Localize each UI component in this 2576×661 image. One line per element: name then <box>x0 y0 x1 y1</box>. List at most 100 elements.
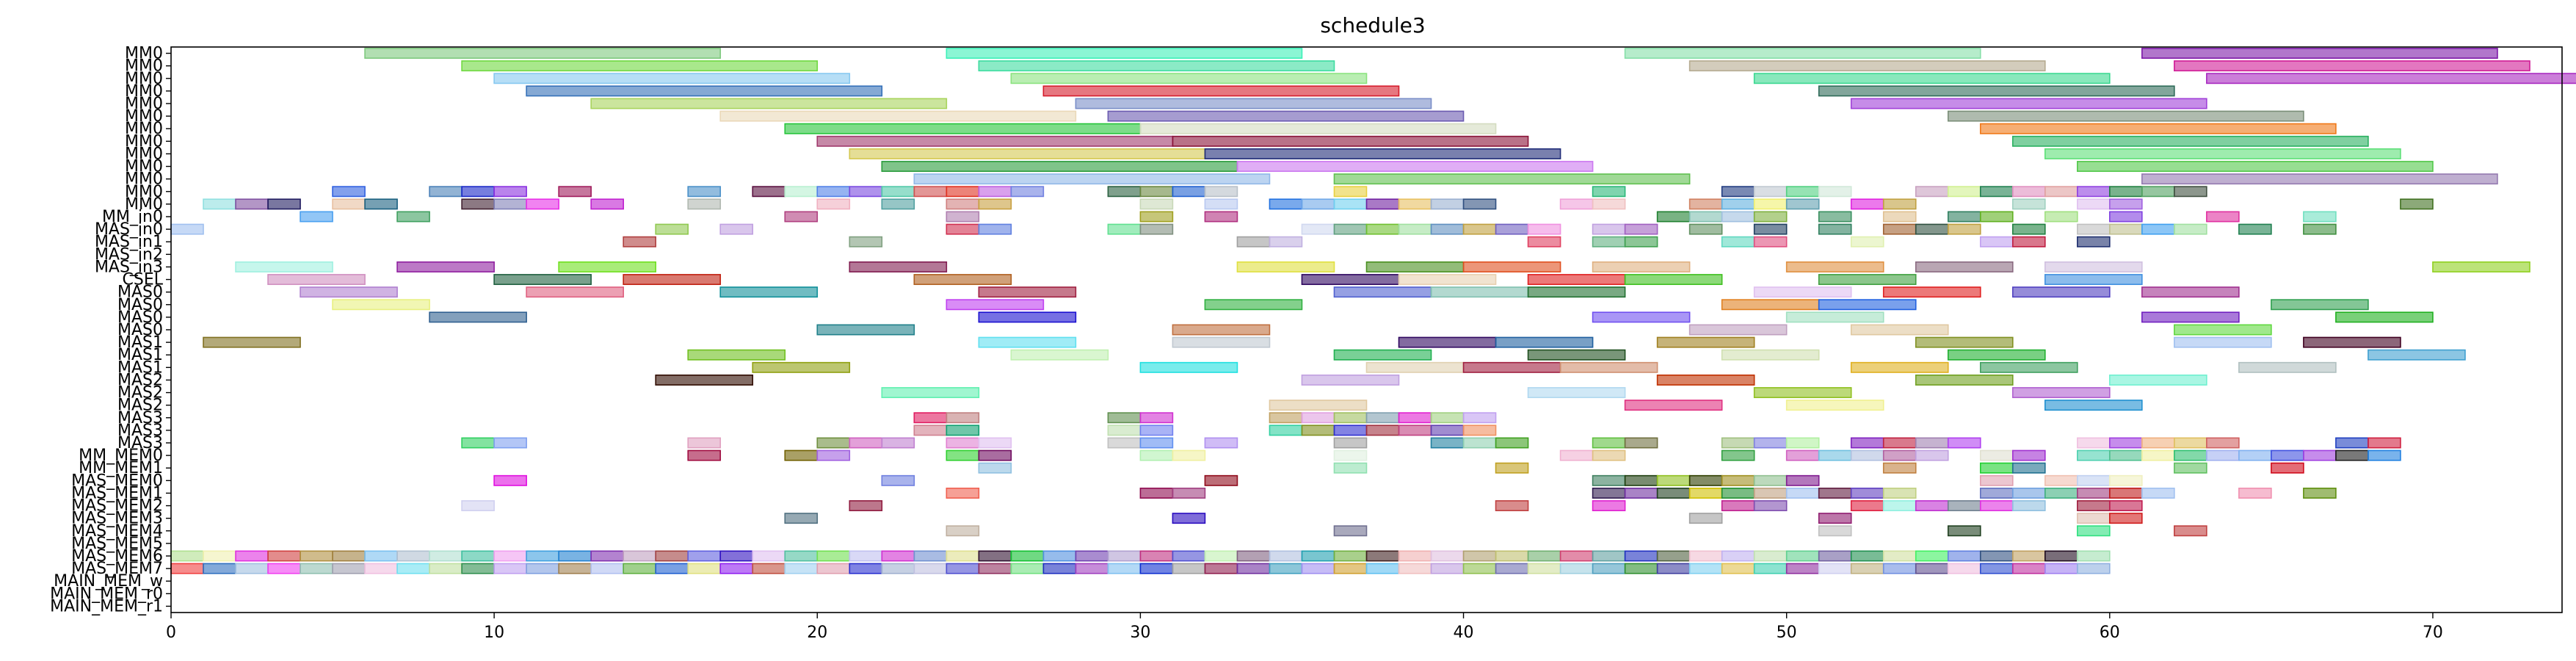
task-bar <box>687 186 722 198</box>
task-bar <box>1721 186 1755 198</box>
task-bar <box>267 198 301 210</box>
task-bar <box>1850 487 1884 499</box>
task-bar <box>1204 550 1238 562</box>
task-bar <box>2109 186 2143 198</box>
task-bar <box>1398 550 1432 562</box>
task-bar <box>978 462 1012 474</box>
task-bar <box>1204 563 1238 574</box>
task-bar <box>2109 211 2143 223</box>
task-bar <box>2044 186 2078 198</box>
task-bar <box>1753 474 1788 486</box>
task-bar <box>1818 513 1852 524</box>
task-bar <box>946 186 980 198</box>
task-bar <box>1204 148 1561 159</box>
task-bar <box>1882 462 1917 474</box>
task-bar <box>1527 236 1561 248</box>
task-bar <box>816 198 851 210</box>
task-bar <box>687 449 722 461</box>
task-bar <box>2076 198 2111 210</box>
task-bar <box>849 550 883 562</box>
task-bar <box>332 186 366 198</box>
task-bar <box>332 299 430 311</box>
y-tick-label: MM0 <box>125 145 163 163</box>
task-bar <box>881 387 980 399</box>
task-bar <box>2303 336 2401 348</box>
task-bar <box>2141 286 2240 298</box>
task-bar <box>687 550 722 562</box>
task-bar <box>170 563 204 574</box>
y-tick-label: MM_MEM1 <box>79 459 163 477</box>
task-bar <box>1527 563 1561 574</box>
task-bar <box>1850 198 1884 210</box>
task-bar <box>300 211 333 223</box>
task-bar <box>2011 198 2046 210</box>
task-bar <box>1398 563 1432 574</box>
task-bar <box>2011 563 2046 574</box>
task-bar <box>1430 425 1465 436</box>
task-bar <box>1624 550 1658 562</box>
y-tick-label: MAS_MEM7 <box>71 560 163 578</box>
task-bar <box>1236 261 1335 272</box>
task-bar <box>978 311 1077 323</box>
y-tick-label: MAS_MEM4 <box>71 522 163 541</box>
task-bar <box>978 563 1012 574</box>
task-bar <box>913 412 948 424</box>
task-bar <box>558 261 657 272</box>
task-bar <box>1850 563 1884 574</box>
task-bar <box>1721 437 1755 449</box>
y-tick-label: MAS1 <box>117 346 163 364</box>
task-bar <box>1753 487 1788 499</box>
task-bar <box>2011 135 2369 147</box>
task-bar <box>203 550 236 562</box>
task-bar <box>1462 361 1561 373</box>
y-tick-label: MAS_in3 <box>95 258 163 276</box>
task-bar <box>1495 563 1529 574</box>
y-tick-label: MAS_MEM5 <box>71 535 163 553</box>
task-bar <box>1818 449 1852 461</box>
task-bar <box>1333 198 1368 210</box>
task-bar <box>2044 474 2078 486</box>
task-bar <box>300 550 333 562</box>
task-bar <box>1139 198 1174 210</box>
task-bar <box>881 474 915 486</box>
task-bar <box>2141 173 2498 185</box>
task-bar <box>978 437 1012 449</box>
task-bar <box>2109 223 2143 235</box>
task-bar <box>946 425 980 436</box>
task-bar <box>332 198 366 210</box>
task-bar <box>1559 361 1658 373</box>
task-bar <box>235 198 269 210</box>
task-bar <box>1333 462 1368 474</box>
task-bar <box>2044 400 2143 411</box>
task-bar <box>2109 487 2143 499</box>
task-bar <box>203 563 236 574</box>
task-bar <box>1947 563 1981 574</box>
task-bar <box>526 85 883 97</box>
task-bar <box>913 173 1271 185</box>
task-bar <box>849 148 1206 159</box>
task-bar <box>1333 425 1368 436</box>
task-bar <box>2303 449 2337 461</box>
y-axis: MM0MM0MM0MM0MM0MM0MM0MM0MM0MM0MM0MM0MM0M… <box>50 45 171 615</box>
y-tick-label: MAS_in0 <box>95 220 163 239</box>
task-bar <box>946 449 980 461</box>
task-bar <box>1559 550 1594 562</box>
task-bar <box>2011 462 2046 474</box>
task-bar <box>881 198 915 210</box>
task-bar <box>1882 223 1917 235</box>
task-bar <box>558 186 592 198</box>
task-bar <box>1785 400 1884 411</box>
task-bar <box>2076 525 2111 537</box>
x-axis: 0 10 20 30 40 50 60 70 <box>166 613 2443 642</box>
task-bar <box>1269 425 1303 436</box>
task-bar <box>1979 500 2014 512</box>
task-bar <box>2174 60 2530 72</box>
task-bar <box>946 563 980 574</box>
task-bar <box>1333 186 1368 198</box>
task-bar <box>687 349 786 361</box>
task-bar <box>461 198 495 210</box>
task-bar <box>1850 236 1884 248</box>
y-tick-label: MAS1 <box>117 333 163 352</box>
task-bar <box>687 198 722 210</box>
task-bar <box>1947 186 1981 198</box>
